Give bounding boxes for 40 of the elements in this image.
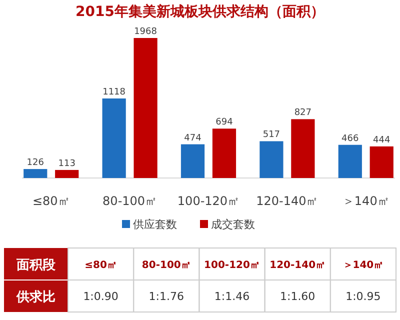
data-label: 113 <box>58 158 76 169</box>
x-tick-label: 100-120㎡ <box>177 194 240 208</box>
data-label: 444 <box>373 135 390 146</box>
bar <box>180 144 205 178</box>
text: 1:1.46 <box>214 290 250 303</box>
data-label: 474 <box>184 133 202 144</box>
bar <box>291 119 315 178</box>
category-label: ≤80㎡ <box>84 260 117 271</box>
x-tick-label: 80-100㎡ <box>102 194 158 208</box>
chart-title: 2015年集美新城板块供求结构（面积） <box>76 3 324 20</box>
bar <box>370 146 394 178</box>
bar <box>212 128 236 178</box>
text: 1:0.95 <box>346 290 381 303</box>
x-tick-label: ＞140㎡ <box>342 194 390 208</box>
bar <box>260 141 284 178</box>
bar <box>338 144 362 178</box>
data-label: 1118 <box>102 87 126 98</box>
x-tick-label: ≤80㎡ <box>32 194 70 208</box>
category-label: 120-140㎡ <box>270 260 326 271</box>
data-label: 517 <box>262 130 280 140</box>
legend-label: 成交套数 <box>211 218 255 231</box>
data-label: 827 <box>294 108 312 118</box>
text: 供求比 <box>16 289 56 305</box>
bar <box>24 169 48 178</box>
bar <box>55 170 79 178</box>
x-tick-label: 120-140㎡ <box>256 194 318 208</box>
text: 1:1.76 <box>148 290 184 303</box>
category-label: ＞140㎡ <box>342 260 384 271</box>
bar <box>134 38 158 178</box>
bar <box>102 98 126 178</box>
category-label: 100-120㎡ <box>204 260 260 271</box>
legend-label: 供应套数 <box>133 218 177 231</box>
category-label: 80-100㎡ <box>142 260 191 271</box>
data-label: 1968 <box>134 27 158 37</box>
data-label: 466 <box>342 134 360 144</box>
text: 面积段 <box>16 258 56 273</box>
text: 1:1.60 <box>280 290 316 303</box>
text: 1:0.90 <box>83 290 118 303</box>
data-label: 126 <box>26 158 44 168</box>
data-label: 694 <box>216 118 234 128</box>
